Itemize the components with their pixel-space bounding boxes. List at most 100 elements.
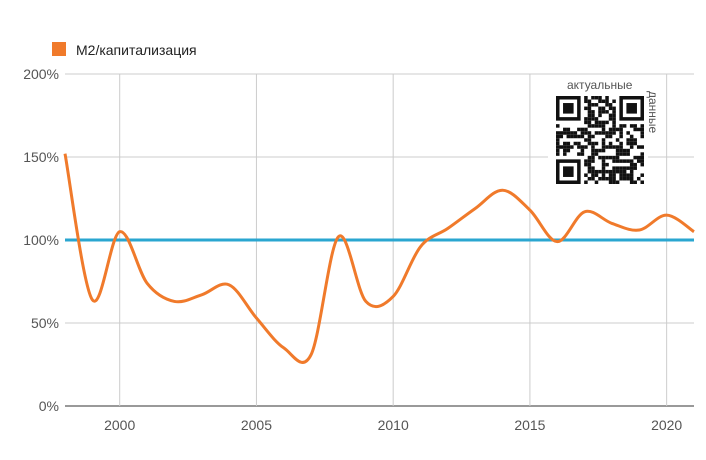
qr-module [587,99,592,104]
qr-module [587,117,592,121]
qr-module [566,134,571,139]
x-tick-label: 2015 [514,417,545,433]
x-axis-ticks: 2000 2005 2010 2015 2020 [104,417,682,433]
qr-module [556,141,560,146]
qr-module [608,106,613,111]
qr-module [615,145,620,149]
qr-module [580,127,585,132]
qr-module [566,148,571,153]
qr-module [629,176,634,181]
qr-module [622,169,627,174]
qr-module [640,162,644,167]
qr-module [587,176,592,181]
qr-module [629,162,634,167]
qr-module [612,99,616,104]
qr-module [608,131,613,135]
qr-module [584,173,588,177]
legend: M2/капитализация [52,42,197,58]
qr-module [615,169,620,174]
series-line [63,153,695,364]
qr-module [591,159,595,163]
qr-module [563,141,567,146]
qr-module [601,110,606,114]
qr-module [591,155,595,160]
qr-module [601,148,606,153]
qr-module [619,176,623,181]
qr-module [612,106,616,111]
qr-module [584,159,588,163]
qr-module [626,131,630,135]
qr-code-icon [556,96,644,184]
x-tick-label: 2000 [104,417,135,433]
qr-module [622,159,627,163]
qr-module [566,127,571,132]
qr-module [622,148,627,153]
qr-module [608,173,613,177]
qr-module [591,148,595,153]
qr-module [601,155,606,160]
qr-module [605,155,609,160]
qr-module [640,131,644,135]
qr-module [601,169,606,174]
qr-module [563,127,567,132]
qr-module [626,138,630,142]
qr-module [612,124,616,128]
qr-finder-core [626,103,637,114]
qr-module [640,159,644,163]
qr-module [612,159,616,163]
qr-module [605,96,609,100]
qr-module [587,169,592,174]
qr-module [601,166,606,170]
qr-module [612,110,616,114]
qr-module [640,134,644,139]
qr-finder-core [563,166,574,177]
qr-module [640,145,644,149]
qr-module [601,141,606,146]
qr-module [626,159,630,163]
qr-module [640,180,644,184]
qr-label-top: актуальные [567,78,633,92]
qr-module [591,141,595,146]
qr-module [636,127,641,132]
qr-module [605,99,609,104]
qr-module [622,124,627,128]
qr-module [580,131,585,135]
qr-module [601,106,606,111]
qr-module [615,180,620,184]
qr-module [629,180,634,184]
qr-module [601,99,606,104]
qr-module [619,173,623,177]
qr-module [591,113,595,118]
qr-module [584,106,588,111]
qr-module [633,138,637,142]
qr-module [587,113,592,118]
qr-module [566,141,571,146]
qr-module [633,124,637,128]
qr-module [570,134,574,139]
qr-module [636,159,641,163]
qr-module [640,127,644,132]
qr-module [556,138,560,142]
qr-module [601,145,606,149]
qr-module [601,131,606,135]
qr-module [640,124,644,128]
qr-module [587,162,592,167]
qr-module [640,152,644,156]
qr-module [570,145,574,149]
qr-module [605,120,609,125]
qr-module [636,176,641,181]
qr-module [591,145,595,149]
qr-module [584,145,588,149]
qr-module [594,131,599,135]
legend-label: M2/капитализация [76,42,197,58]
qr-module [566,145,571,149]
qr-module [633,180,637,184]
qr-module [601,138,606,142]
qr-module [601,127,606,132]
qr-module [563,145,567,149]
qr-module [584,120,588,125]
qr-module [608,103,613,107]
qr-module [591,103,595,107]
qr-module [591,124,595,128]
qr-module [633,162,637,167]
